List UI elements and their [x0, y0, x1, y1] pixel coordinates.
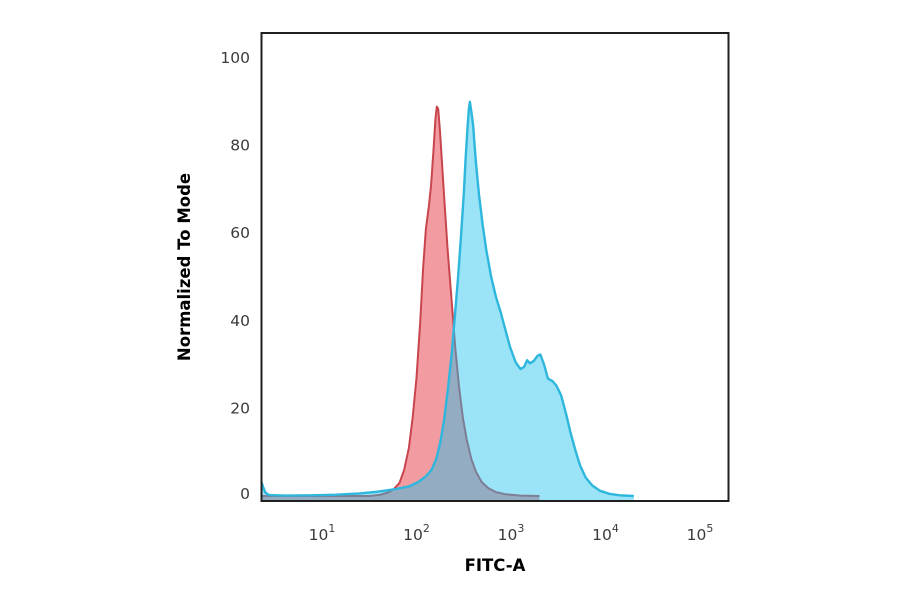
x-tick-base: 10 — [403, 526, 423, 544]
x-tick-base: 10 — [592, 526, 612, 544]
x-tick-exp: 2 — [423, 522, 430, 535]
y-tick-20: 20 — [230, 399, 250, 417]
x-tick-base: 10 — [309, 526, 329, 544]
x-tick-1e2: 102 — [403, 522, 430, 544]
y-tick-100: 100 — [220, 49, 250, 67]
x-axis-title: FITC-A — [465, 556, 526, 575]
y-tick-0: 0 — [240, 485, 250, 503]
x-tick-base: 10 — [498, 526, 518, 544]
x-tick-1e3: 103 — [498, 522, 525, 544]
x-tick-1e4: 104 — [592, 522, 619, 544]
blue-sample-histogram-outline — [262, 100, 634, 498]
y-tick-40: 40 — [230, 312, 250, 330]
y-tick-60: 60 — [230, 224, 250, 242]
x-tick-exp: 4 — [612, 522, 619, 535]
red-control-histogram-outline — [262, 105, 540, 497]
series-layer — [262, 100, 634, 501]
x-tick-exp: 5 — [706, 522, 713, 535]
blue-sample-histogram-area — [262, 101, 634, 501]
x-tick-exp: 1 — [328, 522, 335, 535]
x-tick-base: 10 — [687, 526, 707, 544]
y-axis-title: Normalized To Mode — [175, 173, 194, 361]
x-tick-1e5: 105 — [687, 522, 714, 544]
y-tick-80: 80 — [230, 137, 250, 155]
x-tick-1e1: 101 — [309, 522, 336, 544]
x-tick-exp: 3 — [517, 522, 524, 535]
plot-border — [260, 32, 730, 502]
